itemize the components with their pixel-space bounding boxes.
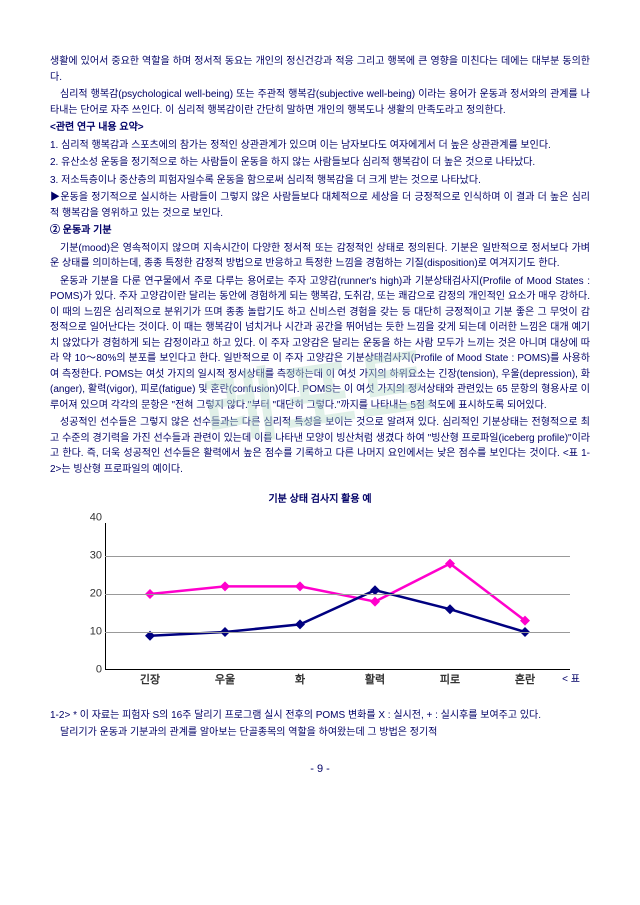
y-tick-label: 40 <box>90 509 102 526</box>
x-tick-label: 화 <box>295 672 305 689</box>
series-marker <box>220 581 230 591</box>
series-marker <box>295 581 305 591</box>
list-item: 3. 저소득층이나 중산층의 피험자일수록 운동을 함으로써 심리적 행복감을 … <box>50 173 590 189</box>
series-marker <box>370 596 380 606</box>
series-line <box>150 590 525 636</box>
paragraph: 기분(mood)은 영속적이지 않으며 지속시간이 다양한 정서적 또는 감정적… <box>50 241 590 272</box>
paragraph: 심리적 행복감(psychological well-being) 또는 주관적… <box>50 87 590 118</box>
paragraph: ▶운동을 정기적으로 실시하는 사람들이 그렇지 않은 사람들보다 대체적으로 … <box>50 190 590 221</box>
series-marker <box>295 619 305 629</box>
list-item: 1. 심리적 행복감과 스포츠에의 참가는 정적인 상관관계가 있으며 이는 남… <box>50 138 590 154</box>
gridline <box>105 594 570 595</box>
x-tick-label: 우울 <box>215 672 235 689</box>
page-number: - 9 - <box>50 761 590 778</box>
list-item: 2. 유산소성 운동을 정기적으로 하는 사람들이 운동을 하지 않는 사람들보… <box>50 155 590 171</box>
x-tick-label: 활력 <box>365 672 385 689</box>
y-tick-label: 30 <box>90 547 102 564</box>
series-line <box>150 563 525 620</box>
table-note: < 표 <box>562 672 580 688</box>
paragraph: 운동과 기분을 다룬 연구물에서 주로 다루는 용어로는 주자 고양감(runn… <box>50 274 590 414</box>
y-tick-label: 20 <box>90 585 102 602</box>
y-tick-label: 10 <box>90 623 102 640</box>
gridline <box>105 632 570 633</box>
caption: 1-2> * 이 자료는 피험자 S의 16주 달리기 프로그램 실시 전후의 … <box>50 708 590 724</box>
y-tick-label: 0 <box>96 661 102 678</box>
x-tick-label: 피로 <box>440 672 460 689</box>
paragraph: 달리기가 운동과 기분과의 관계를 알아보는 단골종목의 역할을 하여왔는데 그… <box>50 725 590 741</box>
x-tick-label: 혼란 <box>515 672 535 689</box>
paragraph: 성공적인 선수들은 그렇지 않은 선수들과는 다른 심리적 특성을 보이는 것으… <box>50 415 590 477</box>
section-heading: ② 운동과 기분 <box>50 223 590 239</box>
chart-title: 기분 상태 검사지 활용 예 <box>50 492 590 508</box>
paragraph: 생활에 있어서 중요한 역할을 하며 정서적 동요는 개인의 정신건강과 적응 … <box>50 54 590 85</box>
x-tick-label: 긴장 <box>140 672 160 689</box>
series-marker <box>445 604 455 614</box>
poms-chart: 010203040 긴장우울화활력피로혼란 < 표 <box>70 518 570 698</box>
gridline <box>105 556 570 557</box>
section-heading: <관련 연구 내용 요약> <box>50 120 590 136</box>
